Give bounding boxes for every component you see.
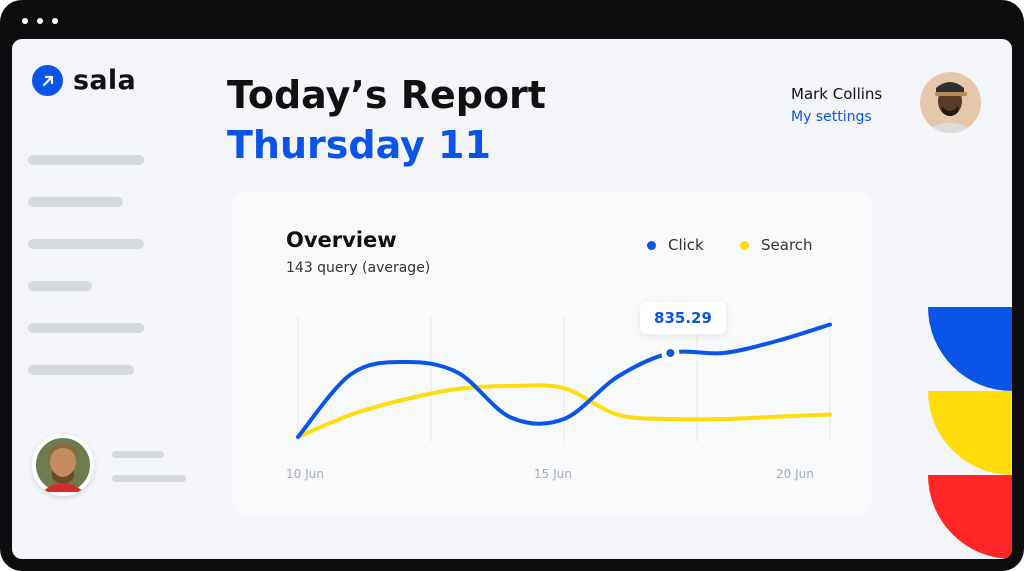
highlight-point[interactable] <box>666 349 675 357</box>
user-name: Mark Collins <box>791 85 883 103</box>
app-screen: sala Today’s Report Thursday 11 Mark Col… <box>12 39 1012 559</box>
sidebar-item-1[interactable] <box>28 155 144 165</box>
x-tick-label: 10 Jun <box>286 467 324 481</box>
sidebar-item-6[interactable] <box>28 365 134 375</box>
legend-search[interactable]: Search <box>740 236 813 254</box>
window-dot-icon[interactable] <box>37 18 43 24</box>
overview-chart[interactable] <box>232 192 872 517</box>
series-line-click[interactable] <box>296 322 832 439</box>
page-date: Thursday 11 <box>227 123 491 167</box>
value-tooltip: 835.29 <box>640 302 726 334</box>
click-dot-icon <box>647 240 656 250</box>
card-title: Overview <box>286 228 397 252</box>
decorative-shapes <box>928 307 1012 559</box>
arrow-up-right-icon <box>32 65 63 96</box>
x-tick-label: 20 Jun <box>776 467 814 481</box>
app-name: sala <box>73 65 136 96</box>
user-avatar[interactable] <box>920 72 981 133</box>
window-dot-icon[interactable] <box>22 18 28 24</box>
legend-search-label: Search <box>761 236 813 254</box>
app-logo[interactable]: sala <box>32 65 136 96</box>
legend-click[interactable]: Click <box>647 236 704 254</box>
sidebar-item-4[interactable] <box>28 281 92 291</box>
sidebar-user-name <box>112 451 164 458</box>
sidebar-avatar[interactable] <box>32 434 94 496</box>
x-tick-label: 15 Jun <box>534 467 572 481</box>
my-settings-link[interactable]: My settings <box>791 109 872 125</box>
page-title: Today’s Report <box>227 73 546 117</box>
legend-click-label: Click <box>668 236 704 254</box>
sidebar-item-5[interactable] <box>28 323 144 333</box>
overview-card: Overview 143 query (average) Click Searc… <box>232 192 872 517</box>
window-dot-icon[interactable] <box>52 18 58 24</box>
card-subtitle: 143 query (average) <box>286 260 431 276</box>
sidebar-item-2[interactable] <box>28 197 123 207</box>
search-dot-icon <box>740 240 749 250</box>
series-line-search[interactable] <box>296 383 832 439</box>
sidebar-user-role <box>112 475 186 482</box>
sidebar-item-3[interactable] <box>28 239 144 249</box>
window-dots <box>22 18 58 24</box>
